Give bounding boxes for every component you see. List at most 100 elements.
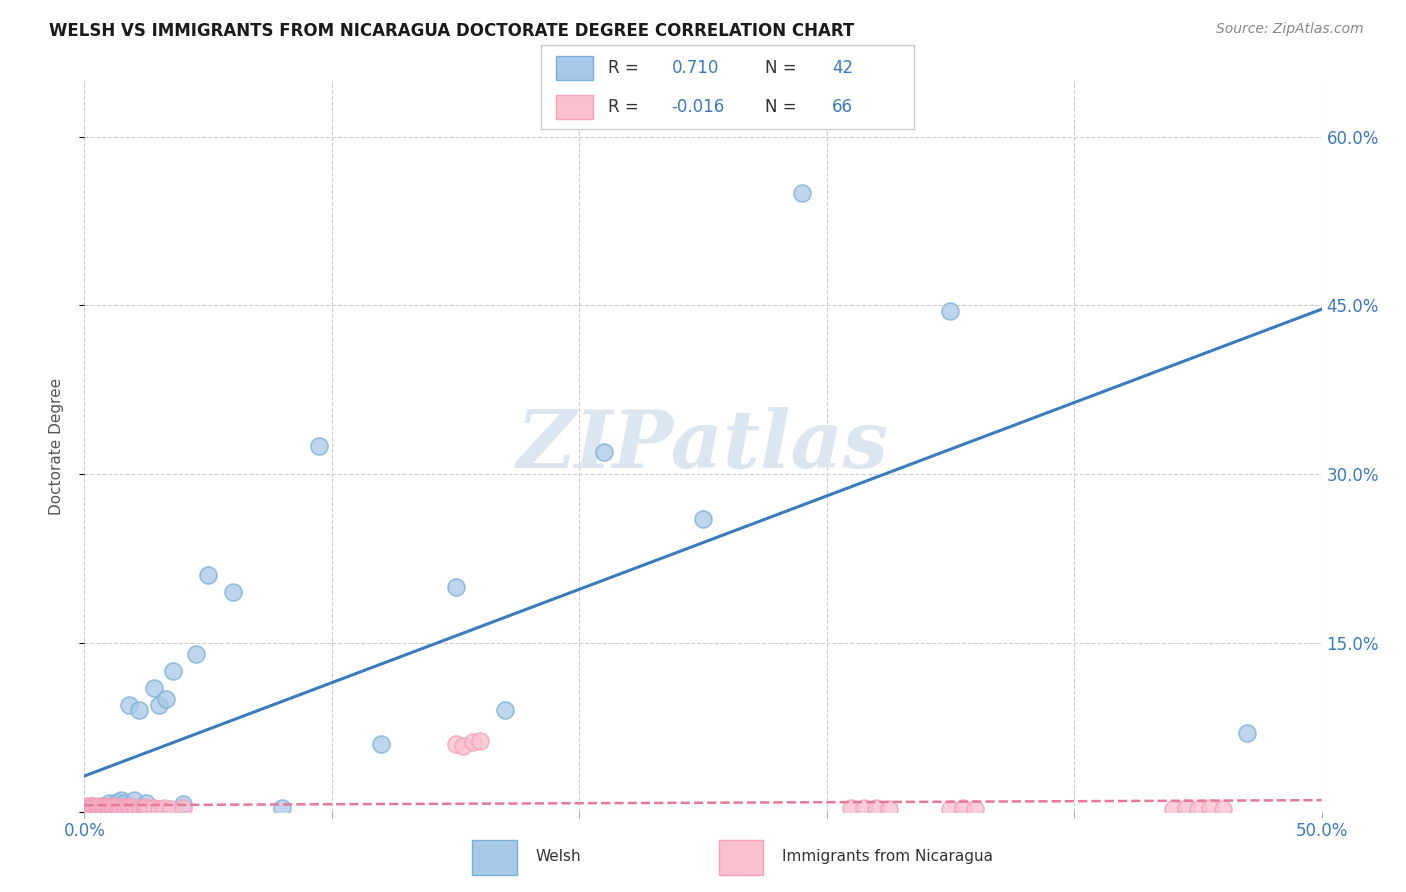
FancyBboxPatch shape xyxy=(557,56,593,80)
Text: -0.016: -0.016 xyxy=(672,98,725,116)
Point xyxy=(461,735,484,749)
Point xyxy=(122,800,145,814)
Point xyxy=(98,796,121,810)
Point xyxy=(135,800,157,814)
Y-axis label: Doctorate Degree: Doctorate Degree xyxy=(49,377,63,515)
Point xyxy=(83,800,105,814)
Point xyxy=(128,801,150,815)
Text: ZIPatlas: ZIPatlas xyxy=(517,408,889,484)
Point xyxy=(271,801,294,815)
Point xyxy=(790,186,813,200)
Point xyxy=(98,802,121,816)
Point xyxy=(112,802,135,816)
Point xyxy=(105,800,128,814)
Point xyxy=(80,801,103,815)
Text: 66: 66 xyxy=(832,98,853,116)
Point xyxy=(370,737,392,751)
Point xyxy=(90,799,112,814)
Point xyxy=(877,802,900,816)
Point xyxy=(865,801,887,815)
FancyBboxPatch shape xyxy=(557,95,593,120)
Point xyxy=(86,800,108,814)
Point xyxy=(112,800,135,814)
Point xyxy=(155,692,177,706)
Point xyxy=(93,802,115,816)
Point xyxy=(96,801,118,815)
Point xyxy=(90,801,112,815)
Point xyxy=(86,801,108,815)
Point xyxy=(98,799,121,814)
Point xyxy=(125,802,148,816)
Point xyxy=(89,799,111,814)
Point xyxy=(79,801,101,815)
Point xyxy=(93,800,115,814)
Point xyxy=(135,796,157,810)
Point xyxy=(83,801,105,815)
Point xyxy=(593,444,616,458)
Text: WELSH VS IMMIGRANTS FROM NICARAGUA DOCTORATE DEGREE CORRELATION CHART: WELSH VS IMMIGRANTS FROM NICARAGUA DOCTO… xyxy=(49,22,855,40)
Point xyxy=(76,799,98,814)
Point xyxy=(142,801,165,815)
Point xyxy=(96,800,118,814)
Point xyxy=(952,801,974,815)
Point xyxy=(128,703,150,717)
Point xyxy=(76,801,98,815)
Point xyxy=(110,801,132,815)
Point xyxy=(308,439,330,453)
Point xyxy=(93,800,115,814)
Text: N =: N = xyxy=(765,98,801,116)
Point xyxy=(1161,802,1184,816)
Point xyxy=(83,801,105,815)
Point xyxy=(451,739,474,754)
Point xyxy=(138,802,160,816)
Text: Source: ZipAtlas.com: Source: ZipAtlas.com xyxy=(1216,22,1364,37)
Point xyxy=(89,801,111,815)
Text: Immigrants from Nicaragua: Immigrants from Nicaragua xyxy=(783,849,994,863)
Point xyxy=(1199,801,1222,815)
Point xyxy=(172,801,194,815)
Point xyxy=(86,801,108,815)
Point xyxy=(115,801,138,815)
Point xyxy=(79,802,101,816)
Text: R =: R = xyxy=(609,98,644,116)
Point xyxy=(152,801,174,815)
Point xyxy=(852,801,875,815)
Point xyxy=(105,801,128,815)
Point xyxy=(79,800,101,814)
Point xyxy=(841,801,863,815)
Point xyxy=(135,802,157,816)
Point xyxy=(122,802,145,816)
Point xyxy=(494,703,516,717)
FancyBboxPatch shape xyxy=(720,840,763,875)
Point xyxy=(939,304,962,318)
Point xyxy=(444,737,467,751)
Point xyxy=(90,800,112,814)
Text: R =: R = xyxy=(609,60,644,78)
Point xyxy=(112,796,135,810)
Point xyxy=(89,802,111,816)
Point xyxy=(90,801,112,815)
Point xyxy=(148,698,170,712)
Point xyxy=(692,512,714,526)
FancyBboxPatch shape xyxy=(472,840,517,875)
Point xyxy=(96,801,118,815)
Point xyxy=(80,800,103,814)
Point xyxy=(129,802,152,816)
Point xyxy=(118,698,141,712)
Point xyxy=(110,800,132,814)
Point xyxy=(132,801,155,815)
Point xyxy=(197,568,219,582)
Point xyxy=(98,800,121,814)
Point xyxy=(1236,726,1258,740)
Point xyxy=(89,800,111,814)
Point xyxy=(122,793,145,807)
Point xyxy=(160,802,183,816)
Text: Welsh: Welsh xyxy=(536,849,581,863)
Point xyxy=(80,799,103,814)
Text: N =: N = xyxy=(765,60,801,78)
Point xyxy=(103,797,125,812)
Point xyxy=(100,799,122,814)
Point xyxy=(108,802,131,816)
Point xyxy=(100,801,122,815)
Point xyxy=(162,664,184,678)
